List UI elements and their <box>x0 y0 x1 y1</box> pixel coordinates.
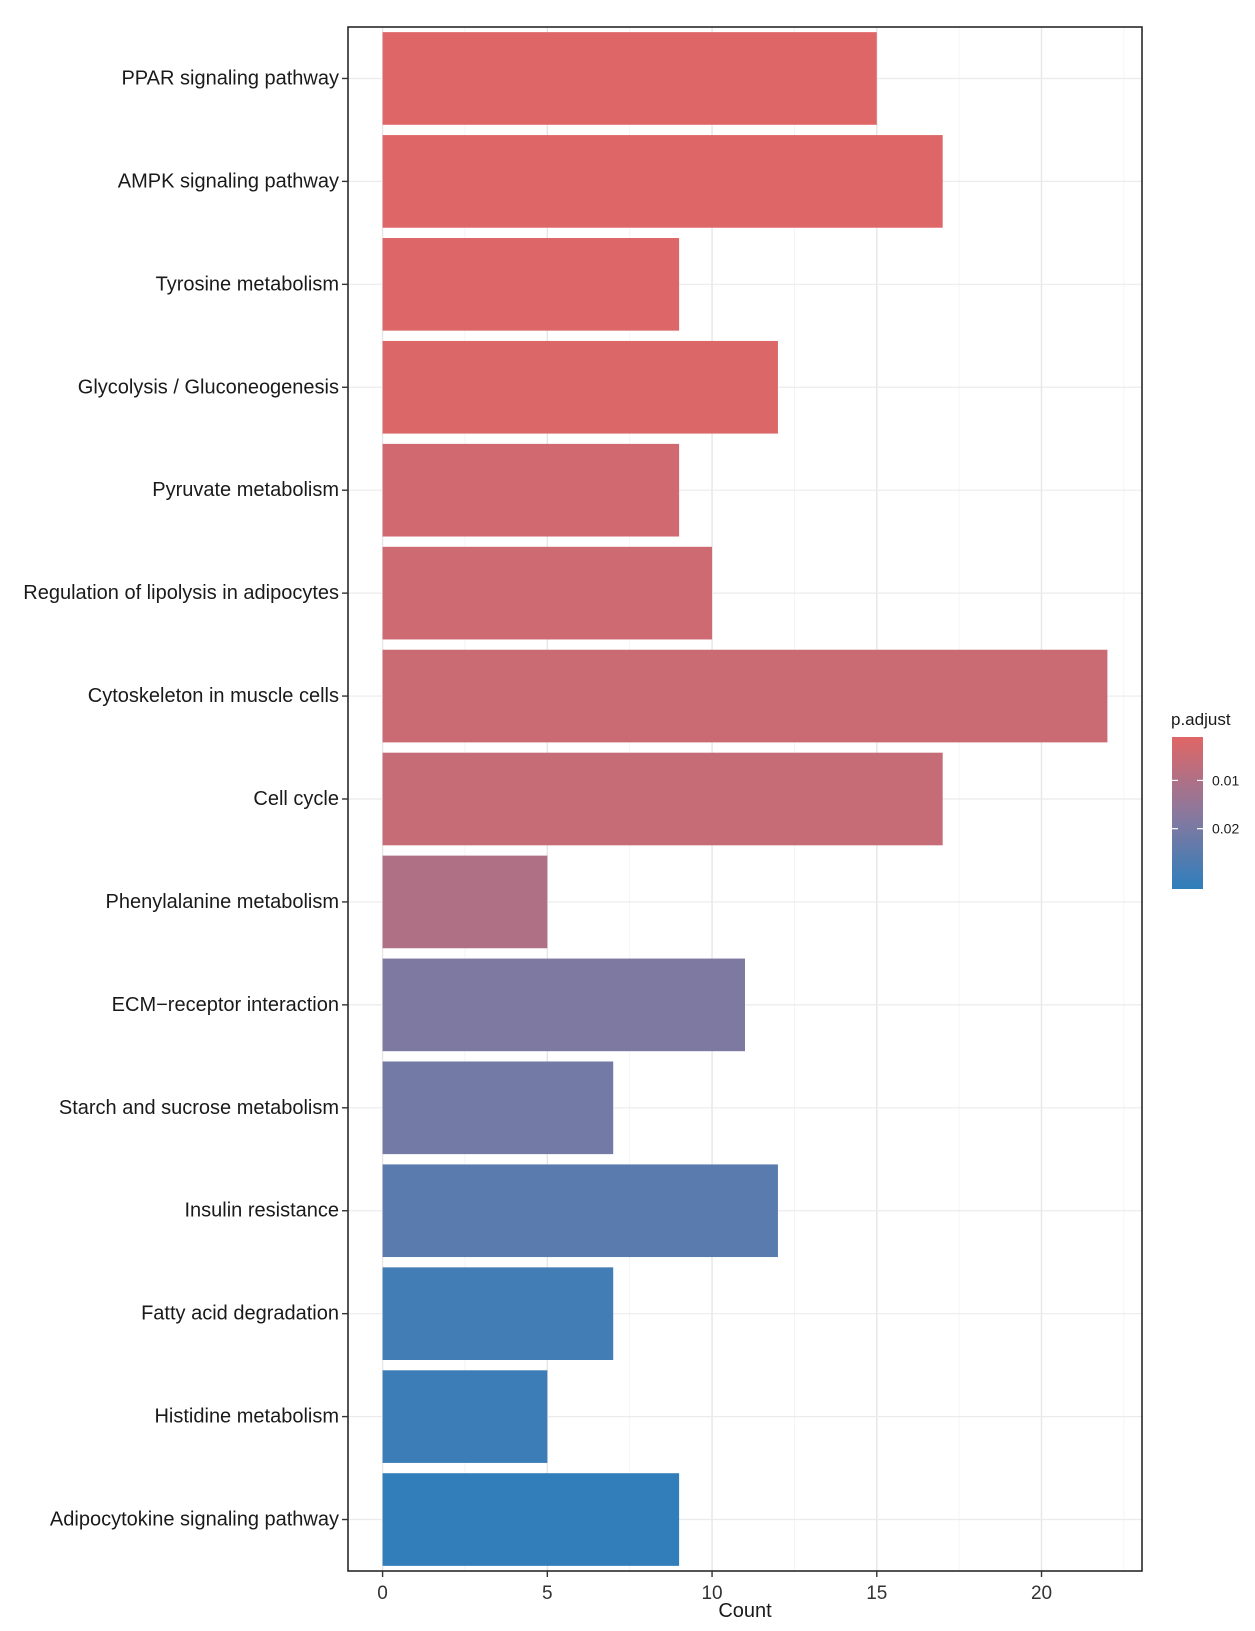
y-tick-label: Adipocytokine signaling pathway <box>50 1509 339 1531</box>
bar <box>382 752 943 846</box>
y-tick-label: Starch and sucrose metabolism <box>59 1097 339 1119</box>
bar <box>382 238 680 331</box>
bar <box>382 443 680 537</box>
y-tick-label: Insulin resistance <box>184 1200 339 1222</box>
y-tick-label: Glycolysis / Gluconeogenesis <box>78 376 339 398</box>
bar <box>382 1370 548 1463</box>
bar <box>382 340 778 434</box>
x-tick-label: 0 <box>377 1583 388 1604</box>
bar <box>382 135 943 228</box>
x-tick-label: 20 <box>1031 1583 1052 1604</box>
y-tick-label: PPAR signaling pathway <box>121 67 339 89</box>
x-axis: 0 5 10 15 20 <box>377 1571 1052 1604</box>
legend-colorbar <box>1172 737 1203 889</box>
bar <box>382 649 1108 743</box>
y-tick-label: Histidine metabolism <box>154 1406 339 1428</box>
bar <box>382 32 877 125</box>
color-legend: p.adjust 0.01 0.02 <box>1171 710 1239 889</box>
x-tick-label: 10 <box>701 1583 722 1604</box>
y-tick-label: Tyrosine metabolism <box>156 273 339 295</box>
bar <box>382 546 713 640</box>
bar <box>382 1473 680 1566</box>
y-tick-label: Cytoskeleton in muscle cells <box>88 685 339 707</box>
x-tick-label: 5 <box>542 1583 553 1604</box>
y-tick-label: Cell cycle <box>253 788 339 810</box>
y-tick-label: Phenylalanine metabolism <box>106 891 339 913</box>
bar-layer <box>382 32 1108 1566</box>
bar <box>382 1164 778 1258</box>
x-axis-title: Count <box>718 1600 772 1622</box>
x-tick-label: 15 <box>866 1583 887 1604</box>
legend-title: p.adjust <box>1171 710 1231 729</box>
y-tick-label: Regulation of lipolysis in adipocytes <box>23 582 339 604</box>
bar <box>382 1061 614 1155</box>
legend-tick-label: 0.01 <box>1212 772 1239 788</box>
y-tick-label: ECM−receptor interaction <box>112 994 339 1016</box>
legend-tick-label: 0.02 <box>1212 821 1239 837</box>
y-tick-label: Fatty acid degradation <box>141 1303 339 1325</box>
bar <box>382 1267 614 1360</box>
y-tick-label: AMPK signaling pathway <box>118 170 339 192</box>
y-tick-label: Pyruvate metabolism <box>152 479 339 501</box>
y-axis: PPAR signaling pathway AMPK signaling pat… <box>23 67 348 1531</box>
bar <box>382 958 745 1052</box>
bar <box>382 855 548 949</box>
